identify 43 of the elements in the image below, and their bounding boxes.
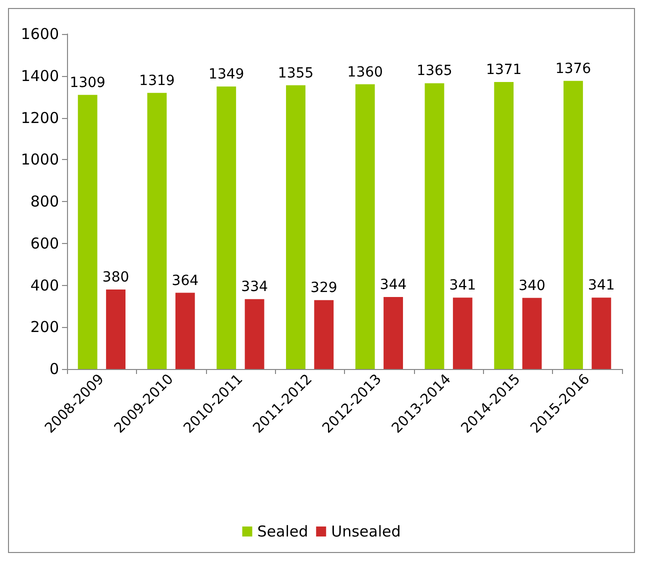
- bar: [286, 85, 306, 369]
- data-label: 380: [102, 269, 130, 286]
- bar: [78, 94, 98, 369]
- y-tick-label: 1200: [20, 108, 59, 127]
- bar: [244, 299, 264, 369]
- data-label: 1371: [486, 62, 522, 78]
- data-label: 334: [241, 279, 268, 296]
- data-label: 364: [172, 272, 199, 289]
- data-label: 1309: [70, 74, 106, 91]
- bar: [592, 298, 612, 369]
- data-label: 329: [310, 280, 338, 296]
- data-label: 1349: [208, 66, 244, 83]
- y-tick-label: 1000: [20, 150, 59, 169]
- data-label: 341: [449, 278, 476, 294]
- data-label: 1319: [139, 72, 175, 89]
- bar: [314, 300, 334, 369]
- y-tick-label: 0: [49, 360, 59, 378]
- bar: [106, 289, 126, 369]
- data-label: 1376: [555, 60, 592, 77]
- bar: [147, 92, 167, 369]
- data-label: 1365: [416, 63, 452, 80]
- data-label: 1355: [278, 65, 314, 82]
- data-label: 1360: [347, 64, 383, 80]
- bar: [522, 298, 542, 369]
- bar: [564, 80, 583, 369]
- y-tick-label: 1400: [20, 66, 59, 85]
- y-tick-label: 1600: [20, 25, 59, 43]
- legend-label: Sealed: [257, 522, 308, 540]
- bar: [384, 296, 403, 369]
- y-tick-label: 800: [30, 192, 59, 210]
- bar: [175, 292, 195, 369]
- y-tick-label: 600: [30, 234, 59, 252]
- bar: [494, 82, 514, 369]
- y-tick-label: 400: [30, 276, 59, 294]
- bar: [424, 83, 444, 369]
- bar: [216, 86, 236, 369]
- bar: [452, 298, 472, 369]
- data-label: 341: [588, 278, 615, 294]
- bar: [355, 84, 375, 369]
- data-label: 340: [518, 278, 546, 294]
- data-label: 344: [380, 276, 407, 293]
- y-tick-label: 200: [30, 318, 59, 336]
- legend-label: Unsealed: [331, 522, 401, 540]
